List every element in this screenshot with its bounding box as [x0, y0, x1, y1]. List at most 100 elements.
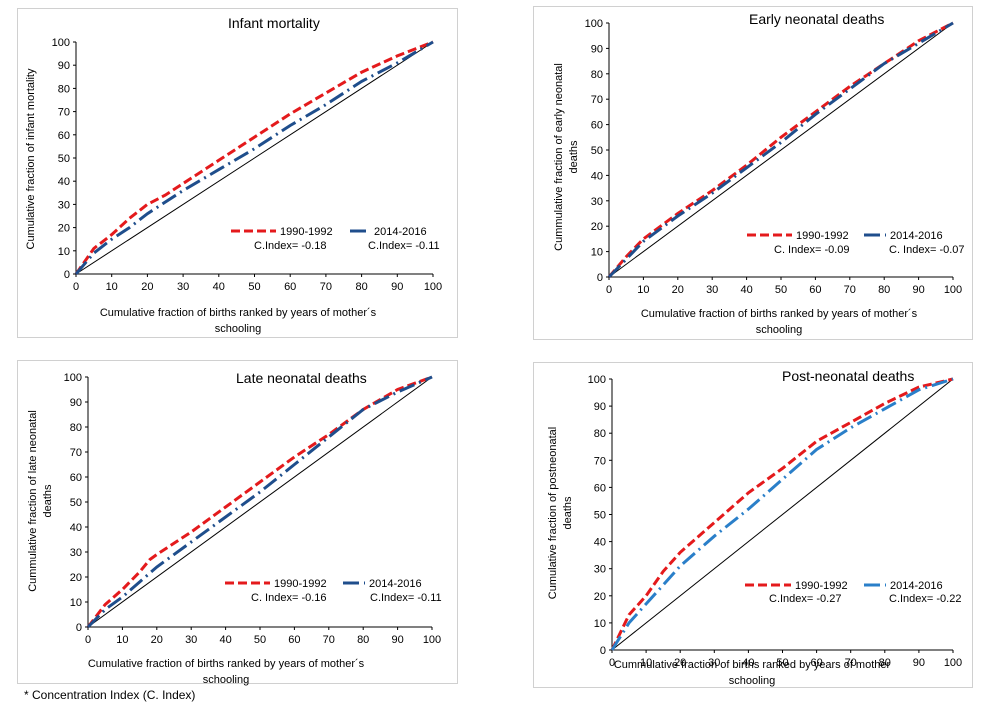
- concentration-index-label-1: C.Index= -0.11: [368, 240, 440, 252]
- series-line-0: [607, 21, 954, 278]
- y-tick-label: 100: [64, 372, 82, 384]
- y-tick-label: 10: [591, 247, 603, 259]
- chart-post-neonatal: Post-neonatal deaths 0 10 20 30 40 50 60 70 80 90 1…: [547, 368, 962, 687]
- x-axis-label: schooling: [756, 324, 802, 336]
- y-tick-label: 60: [591, 120, 603, 132]
- y-tick-label: 50: [58, 153, 70, 165]
- series-line-1: [86, 375, 433, 629]
- x-tick-label: 90: [912, 284, 924, 296]
- y-tick-label: 80: [594, 428, 606, 440]
- y-tick-label: 70: [594, 455, 606, 467]
- x-tick-label: 10: [637, 284, 649, 296]
- x-tick-label: 80: [879, 657, 891, 669]
- x-tick-label: 80: [878, 284, 890, 296]
- x-tick-label: 10: [640, 657, 652, 669]
- x-tick-label: 40: [213, 281, 225, 293]
- legend-label-1: 2014-2016: [890, 580, 943, 592]
- series-line-0: [74, 40, 434, 275]
- legend-label-0: 1990-1992: [796, 230, 849, 242]
- series-line-0: [610, 377, 954, 651]
- y-tick-label: 0: [600, 645, 606, 657]
- concentration-index-label-1: C.Index= -0.22: [889, 593, 961, 605]
- x-axis-label: schooling: [203, 674, 249, 686]
- y-tick-label: 100: [588, 374, 606, 386]
- y-tick-label: 40: [58, 176, 70, 188]
- y-tick-label: 90: [70, 397, 82, 409]
- concentration-index-label-0: C. Index= -0.16: [251, 592, 327, 604]
- x-tick-label: 100: [424, 281, 442, 293]
- legend-label-0: 1990-1992: [274, 578, 327, 590]
- y-axis-label: deaths: [562, 496, 574, 530]
- x-tick-label: 70: [320, 281, 332, 293]
- chart-panel-early-neonatal: Early neonatal deaths 0 10 20 30 40 50 60 70 80 90…: [533, 6, 973, 340]
- chart-panel-infant-mortality: Infant mortality 0 10 20 30 40 50 60 70 80 90 100 0 1…: [17, 8, 458, 338]
- y-tick-label: 0: [597, 272, 603, 284]
- y-tick-label: 100: [52, 37, 70, 49]
- equality-line: [87, 376, 433, 628]
- y-tick-label: 20: [594, 591, 606, 603]
- x-tick-label: 20: [672, 284, 684, 296]
- y-tick-label: 90: [58, 60, 70, 72]
- x-tick-label: 40: [219, 634, 231, 646]
- equality-line: [608, 22, 954, 278]
- x-tick-label: 100: [423, 634, 441, 646]
- x-tick-label: 100: [944, 284, 962, 296]
- x-axis-label: Cumulative fraction of births ranked by …: [88, 658, 365, 670]
- y-tick-label: 40: [594, 537, 606, 549]
- y-tick-label: 60: [70, 472, 82, 484]
- x-tick-label: 20: [151, 634, 163, 646]
- x-tick-label: 90: [391, 281, 403, 293]
- x-tick-label: 100: [944, 657, 962, 669]
- x-tick-label: 30: [706, 284, 718, 296]
- x-axis-label: schooling: [729, 675, 775, 687]
- x-tick-label: 0: [606, 284, 612, 296]
- y-tick-label: 50: [594, 510, 606, 522]
- y-tick-label: 80: [70, 422, 82, 434]
- y-tick-label: 20: [591, 221, 603, 233]
- concentration-index-label-1: C.Index= -0.11: [370, 592, 442, 604]
- y-tick-label: 20: [58, 223, 70, 235]
- x-tick-label: 50: [775, 284, 787, 296]
- y-tick-label: 40: [591, 170, 603, 182]
- chart-early-neonatal: Early neonatal deaths 0 10 20 30 40 50 60 70 80 90…: [553, 11, 965, 336]
- x-tick-label: 80: [357, 634, 369, 646]
- x-tick-label: 40: [740, 284, 752, 296]
- series-line-1: [610, 377, 954, 651]
- chart-title: Post-neonatal deaths: [782, 368, 914, 384]
- y-tick-label: 90: [594, 401, 606, 413]
- y-tick-label: 80: [58, 83, 70, 95]
- equality-line: [75, 41, 434, 275]
- concentration-index-label-0: C.Index= -0.27: [769, 593, 841, 605]
- chart-title: Early neonatal deaths: [749, 11, 884, 27]
- y-tick-label: 100: [585, 18, 603, 30]
- y-tick-label: 30: [70, 547, 82, 559]
- legend-label-1: 2014-2016: [890, 230, 943, 242]
- x-tick-label: 60: [810, 657, 822, 669]
- x-axis-label: Cummulative fraction of births ranked by…: [614, 659, 891, 671]
- y-tick-label: 70: [70, 447, 82, 459]
- x-axis-label: schooling: [215, 323, 261, 335]
- concentration-index-label-1: C. Index= -0.07: [889, 244, 965, 256]
- concentration-index-label-0: C. Index= -0.09: [774, 244, 850, 256]
- x-tick-label: 10: [106, 281, 118, 293]
- x-tick-label: 0: [85, 634, 91, 646]
- y-tick-label: 50: [70, 497, 82, 509]
- y-axis-label: Cumulative fraction of infant mortality: [25, 68, 37, 249]
- y-tick-label: 30: [58, 199, 70, 211]
- x-tick-label: 40: [742, 657, 754, 669]
- y-tick-label: 0: [64, 269, 70, 281]
- y-tick-label: 50: [591, 145, 603, 157]
- x-tick-label: 70: [845, 657, 857, 669]
- y-axis-label: deaths: [42, 484, 54, 518]
- chart-panel-post-neonatal: Post-neonatal deaths 0 10 20 30 40 50 60 70 80 90 1…: [533, 362, 973, 688]
- chart-late-neonatal: Late neonatal deaths 0 10 20 30 40 50 60 70 80 90 1…: [27, 370, 442, 686]
- x-tick-label: 20: [141, 281, 153, 293]
- legend-label-1: 2014-2016: [374, 226, 427, 238]
- x-tick-label: 10: [116, 634, 128, 646]
- y-tick-label: 10: [70, 597, 82, 609]
- x-tick-label: 30: [177, 281, 189, 293]
- equality-line: [611, 378, 954, 651]
- x-tick-label: 70: [323, 634, 335, 646]
- y-tick-label: 70: [58, 107, 70, 119]
- x-axis-label: Cumulative fraction of births ranked by …: [641, 308, 918, 320]
